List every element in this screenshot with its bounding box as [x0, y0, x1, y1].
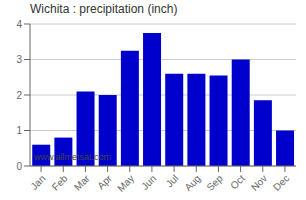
svg-text:Jan: Jan [28, 173, 47, 192]
svg-text:Mar: Mar [72, 172, 92, 192]
svg-text:3: 3 [16, 54, 22, 65]
html-text:Wichita : precipitation (inch): Wichita : precipitation (inch) [30, 2, 178, 16]
svg-text:Nov: Nov [249, 173, 269, 193]
svg-text:0: 0 [16, 161, 22, 172]
svg-text:Sep: Sep [204, 172, 225, 193]
svg-text:Jul: Jul [164, 173, 181, 190]
svg-text:1: 1 [16, 125, 22, 136]
svg-text:4: 4 [16, 19, 22, 30]
svg-text:2: 2 [16, 90, 22, 101]
svg-text:Dec: Dec [271, 173, 291, 193]
svg-text:Feb: Feb [50, 172, 70, 192]
html-text:www.allmetsat.com: www.allmetsat.com [34, 152, 111, 162]
svg-text:Jun: Jun [139, 173, 158, 192]
svg-text:Apr: Apr [95, 172, 114, 191]
svg-text:Aug: Aug [182, 173, 202, 193]
svg-text:Oct: Oct [228, 173, 247, 192]
svg-text:May: May [115, 173, 136, 194]
